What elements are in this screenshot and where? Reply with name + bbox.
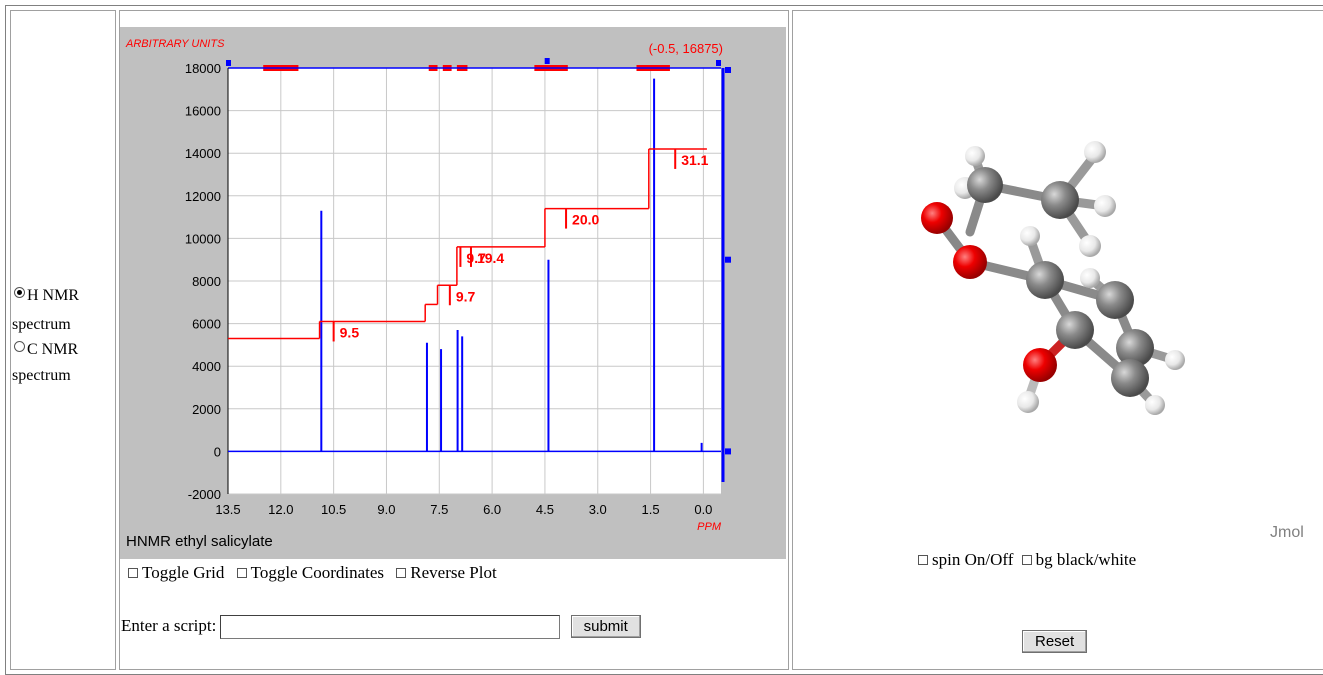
- molecule-atoms: [921, 141, 1185, 415]
- plot-controls: Toggle Grid Toggle Coordinates Reverse P…: [128, 563, 505, 583]
- y-tick-label: 12000: [185, 189, 221, 204]
- x-tick-label: 4.5: [536, 502, 554, 517]
- hydrogen-atom: [1084, 141, 1106, 163]
- carbon-atom: [1026, 261, 1064, 299]
- oxygen-atom: [1023, 348, 1057, 382]
- offset-handle[interactable]: [725, 256, 731, 263]
- cnmr-label: C NMR: [27, 341, 79, 358]
- y-tick-label: 18000: [185, 61, 221, 76]
- zoom-handle[interactable]: [544, 58, 550, 64]
- y-tick-label: 4000: [192, 359, 221, 374]
- hnmr-option[interactable]: H NMR: [14, 284, 79, 308]
- spin-control[interactable]: spin On/Off: [918, 550, 1013, 569]
- hydrogen-atom: [1165, 350, 1185, 370]
- hydrogen-atom: [1020, 226, 1040, 246]
- molecule-3d-view[interactable]: [900, 120, 1200, 440]
- reverse-plot-checkbox[interactable]: [396, 568, 407, 578]
- carbon-atom: [1096, 281, 1134, 319]
- bg-control[interactable]: bg black/white: [1021, 550, 1137, 569]
- y-tick-label: 16000: [185, 104, 221, 119]
- toggle-coordinates-control[interactable]: Toggle Coordinates: [236, 563, 385, 582]
- offset-handle[interactable]: [725, 67, 731, 73]
- x-tick-label: 6.0: [483, 502, 501, 517]
- x-tick-label: 7.5: [430, 502, 448, 517]
- y-tick-label: 2000: [192, 402, 221, 417]
- reverse-plot-control[interactable]: Reverse Plot: [396, 563, 497, 582]
- x-tick-label: 0.0: [694, 502, 712, 517]
- carbon-atom: [1111, 359, 1149, 397]
- zoom-handle[interactable]: [716, 60, 721, 66]
- x-axis-units-label: PPM: [697, 521, 722, 533]
- hnmr-label: H NMR: [27, 287, 80, 304]
- y-tick-label: 0: [214, 444, 221, 459]
- y-tick-label: 8000: [192, 274, 221, 289]
- hnmr-radio[interactable]: [14, 287, 25, 298]
- script-label: Enter a script:: [121, 616, 217, 635]
- cnmr-radio[interactable]: [14, 341, 25, 352]
- carbon-atom: [1056, 311, 1094, 349]
- x-tick-label: 3.0: [589, 502, 607, 517]
- integral-value-label: 20.0: [572, 212, 599, 228]
- x-tick-label: 12.0: [268, 502, 293, 517]
- hydrogen-atom: [1145, 395, 1165, 415]
- toggle-coordinates-checkbox[interactable]: [236, 568, 247, 578]
- oxygen-atom: [921, 202, 953, 234]
- y-tick-label: 6000: [192, 317, 221, 332]
- jmol-brand: Jmol: [1270, 524, 1304, 541]
- x-tick-label: 13.5: [215, 502, 240, 517]
- viewer-controls: spin On/Off bg black/white: [918, 550, 1136, 570]
- y-tick-label: -2000: [188, 487, 221, 502]
- spectrum-title: HNMR ethyl salicylate: [126, 533, 273, 550]
- y-tick-label: 10000: [185, 231, 221, 246]
- toggle-grid-checkbox[interactable]: [128, 568, 138, 578]
- integral-value-label: 9.5: [340, 324, 360, 340]
- cnmr-label-line2: spectrum: [12, 367, 71, 384]
- script-row: Enter a script: submit: [121, 615, 641, 640]
- hydrogen-atom: [1079, 235, 1101, 257]
- x-tick-label: 10.5: [321, 502, 346, 517]
- toggle-grid-control[interactable]: Toggle Grid: [128, 563, 224, 582]
- hydrogen-atom: [1017, 391, 1039, 413]
- integral-value-label: 19.4: [477, 250, 504, 266]
- toggle-grid-label: Toggle Grid: [142, 563, 225, 582]
- cnmr-option[interactable]: C NMR: [14, 338, 78, 362]
- spin-checkbox[interactable]: [918, 555, 928, 565]
- x-tick-label: 1.5: [642, 502, 660, 517]
- zoom-handle[interactable]: [226, 60, 231, 66]
- script-input[interactable]: [220, 615, 561, 640]
- hydrogen-atom: [1094, 195, 1116, 217]
- y-tick-label: 14000: [185, 146, 221, 161]
- toggle-coordinates-label: Toggle Coordinates: [250, 563, 385, 582]
- carbon-atom: [1116, 329, 1154, 367]
- carbon-atom: [1041, 181, 1079, 219]
- reset-button[interactable]: Reset: [1022, 630, 1088, 653]
- spectrum-plot[interactable]: 13.5 12.0 10.5 9.0 7.5 6.0 4.5 3.0 1.5 0.0 18000 16…: [120, 27, 786, 559]
- integral-value-label: 31.1: [681, 152, 708, 168]
- offset-handle[interactable]: [725, 448, 731, 455]
- submit-button[interactable]: submit: [570, 615, 641, 638]
- y-axis-units-label: ARBITRARY UNITS: [125, 38, 225, 50]
- bg-label: bg black/white: [1035, 550, 1137, 569]
- oxygen-atom: [953, 245, 987, 279]
- hnmr-label-line2: spectrum: [12, 316, 71, 333]
- hydrogen-atom: [1080, 268, 1100, 288]
- integral-value-label: 9.7: [456, 288, 476, 304]
- reverse-plot-label: Reverse Plot: [410, 563, 497, 582]
- x-tick-label: 9.0: [377, 502, 395, 517]
- carbon-atom: [967, 167, 1003, 203]
- spin-label: spin On/Off: [932, 550, 1014, 569]
- coordinate-readout: (-0.5, 16875): [649, 41, 723, 56]
- hydrogen-atom: [965, 146, 985, 166]
- bg-checkbox[interactable]: [1021, 555, 1032, 565]
